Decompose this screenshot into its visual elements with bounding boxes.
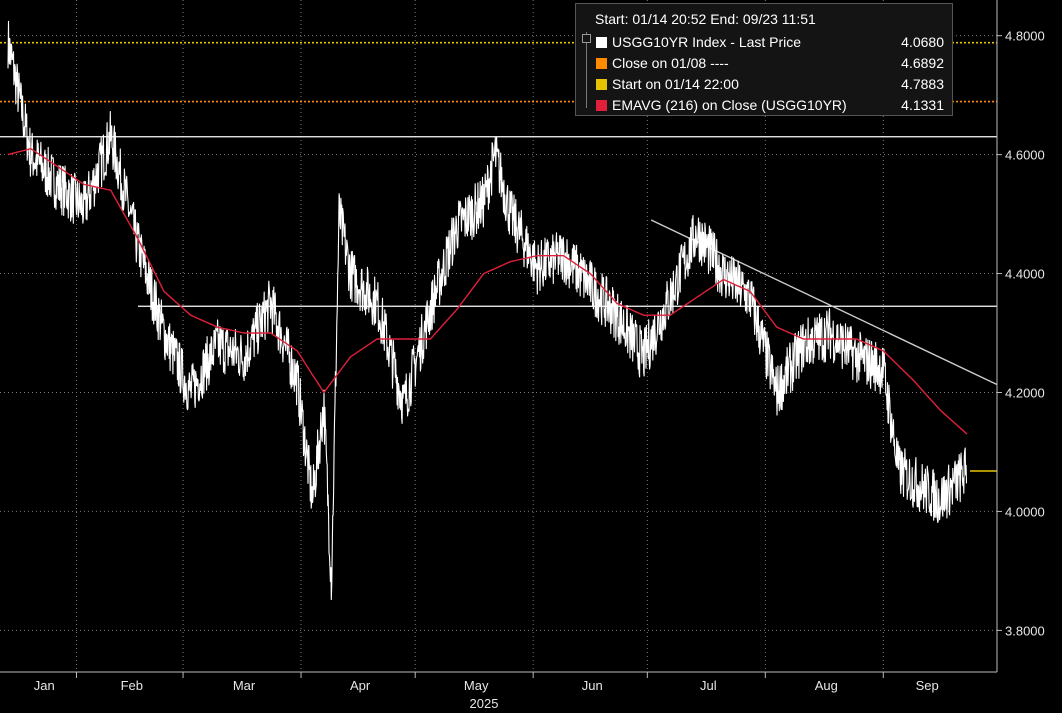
- legend-label: EMAVG (216) on Close (USGG10YR): [612, 97, 847, 113]
- series-lines: [7, 20, 968, 601]
- series-line-last-price: [7, 20, 968, 601]
- x-tick-label: Jul: [700, 678, 717, 693]
- y-tick-label: 4.6000: [1005, 148, 1045, 163]
- legend-item-emavg[interactable]: EMAVG (216) on Close (USGG10YR) 4.1331: [596, 96, 944, 114]
- legend-value: 4.6892: [901, 55, 944, 71]
- legend-value: 4.0680: [901, 34, 944, 50]
- x-tick-label: Mar: [233, 678, 256, 693]
- y-tick-label: 4.4000: [1005, 267, 1045, 282]
- legend-label: Close on 01/08 ----: [612, 55, 729, 71]
- legend-tree-line: [586, 32, 593, 108]
- axes: [0, 0, 1002, 678]
- legend-swatch-white: [596, 36, 607, 48]
- legend-value: 4.7883: [901, 76, 944, 92]
- legend-item-start[interactable]: Start on 01/14 22:00 4.7883: [596, 75, 944, 93]
- legend-label: Start on 01/14 22:00: [612, 76, 739, 92]
- x-tick-label: Aug: [815, 678, 838, 693]
- y-tick-label: 4.2000: [1005, 385, 1045, 400]
- legend-item-close[interactable]: Close on 01/08 ---- 4.6892: [596, 54, 944, 72]
- legend-swatch-yellow: [596, 78, 607, 90]
- legend-range: Start: 01/14 20:52 End: 09/23 11:51: [595, 11, 816, 27]
- legend-value: 4.1331: [901, 97, 944, 113]
- y-tick-label: 4.8000: [1005, 29, 1045, 44]
- legend-swatch-red: [596, 99, 607, 111]
- legend-expand-icon[interactable]: [582, 34, 591, 43]
- x-tick-label: Apr: [350, 678, 371, 693]
- x-tick-labels: Jan Feb Mar Apr May Jun Jul Aug Sep 2025: [34, 678, 939, 711]
- x-tick-label: Feb: [121, 678, 143, 693]
- y-tick-labels: 4.8000 4.6000 4.4000 4.2000 4.0000 3.8000: [1005, 29, 1045, 639]
- legend-swatch-orange: [596, 57, 607, 69]
- x-tick-label: May: [464, 678, 489, 693]
- x-tick-label: Jun: [582, 678, 603, 693]
- y-tick-label: 4.0000: [1005, 504, 1045, 519]
- x-axis-year-label: 2025: [470, 696, 499, 711]
- legend-panel[interactable]: Start: 01/14 20:52 End: 09/23 11:51 USGG…: [575, 3, 953, 116]
- x-tick-label: Jan: [34, 678, 55, 693]
- y-tick-label: 3.8000: [1005, 623, 1045, 638]
- legend-item-last-price[interactable]: USGG10YR Index - Last Price 4.0680: [596, 33, 944, 51]
- legend-label: USGG10YR Index - Last Price: [612, 34, 802, 50]
- x-tick-label: Sep: [916, 678, 939, 693]
- series-line-emavg: [7, 147, 968, 435]
